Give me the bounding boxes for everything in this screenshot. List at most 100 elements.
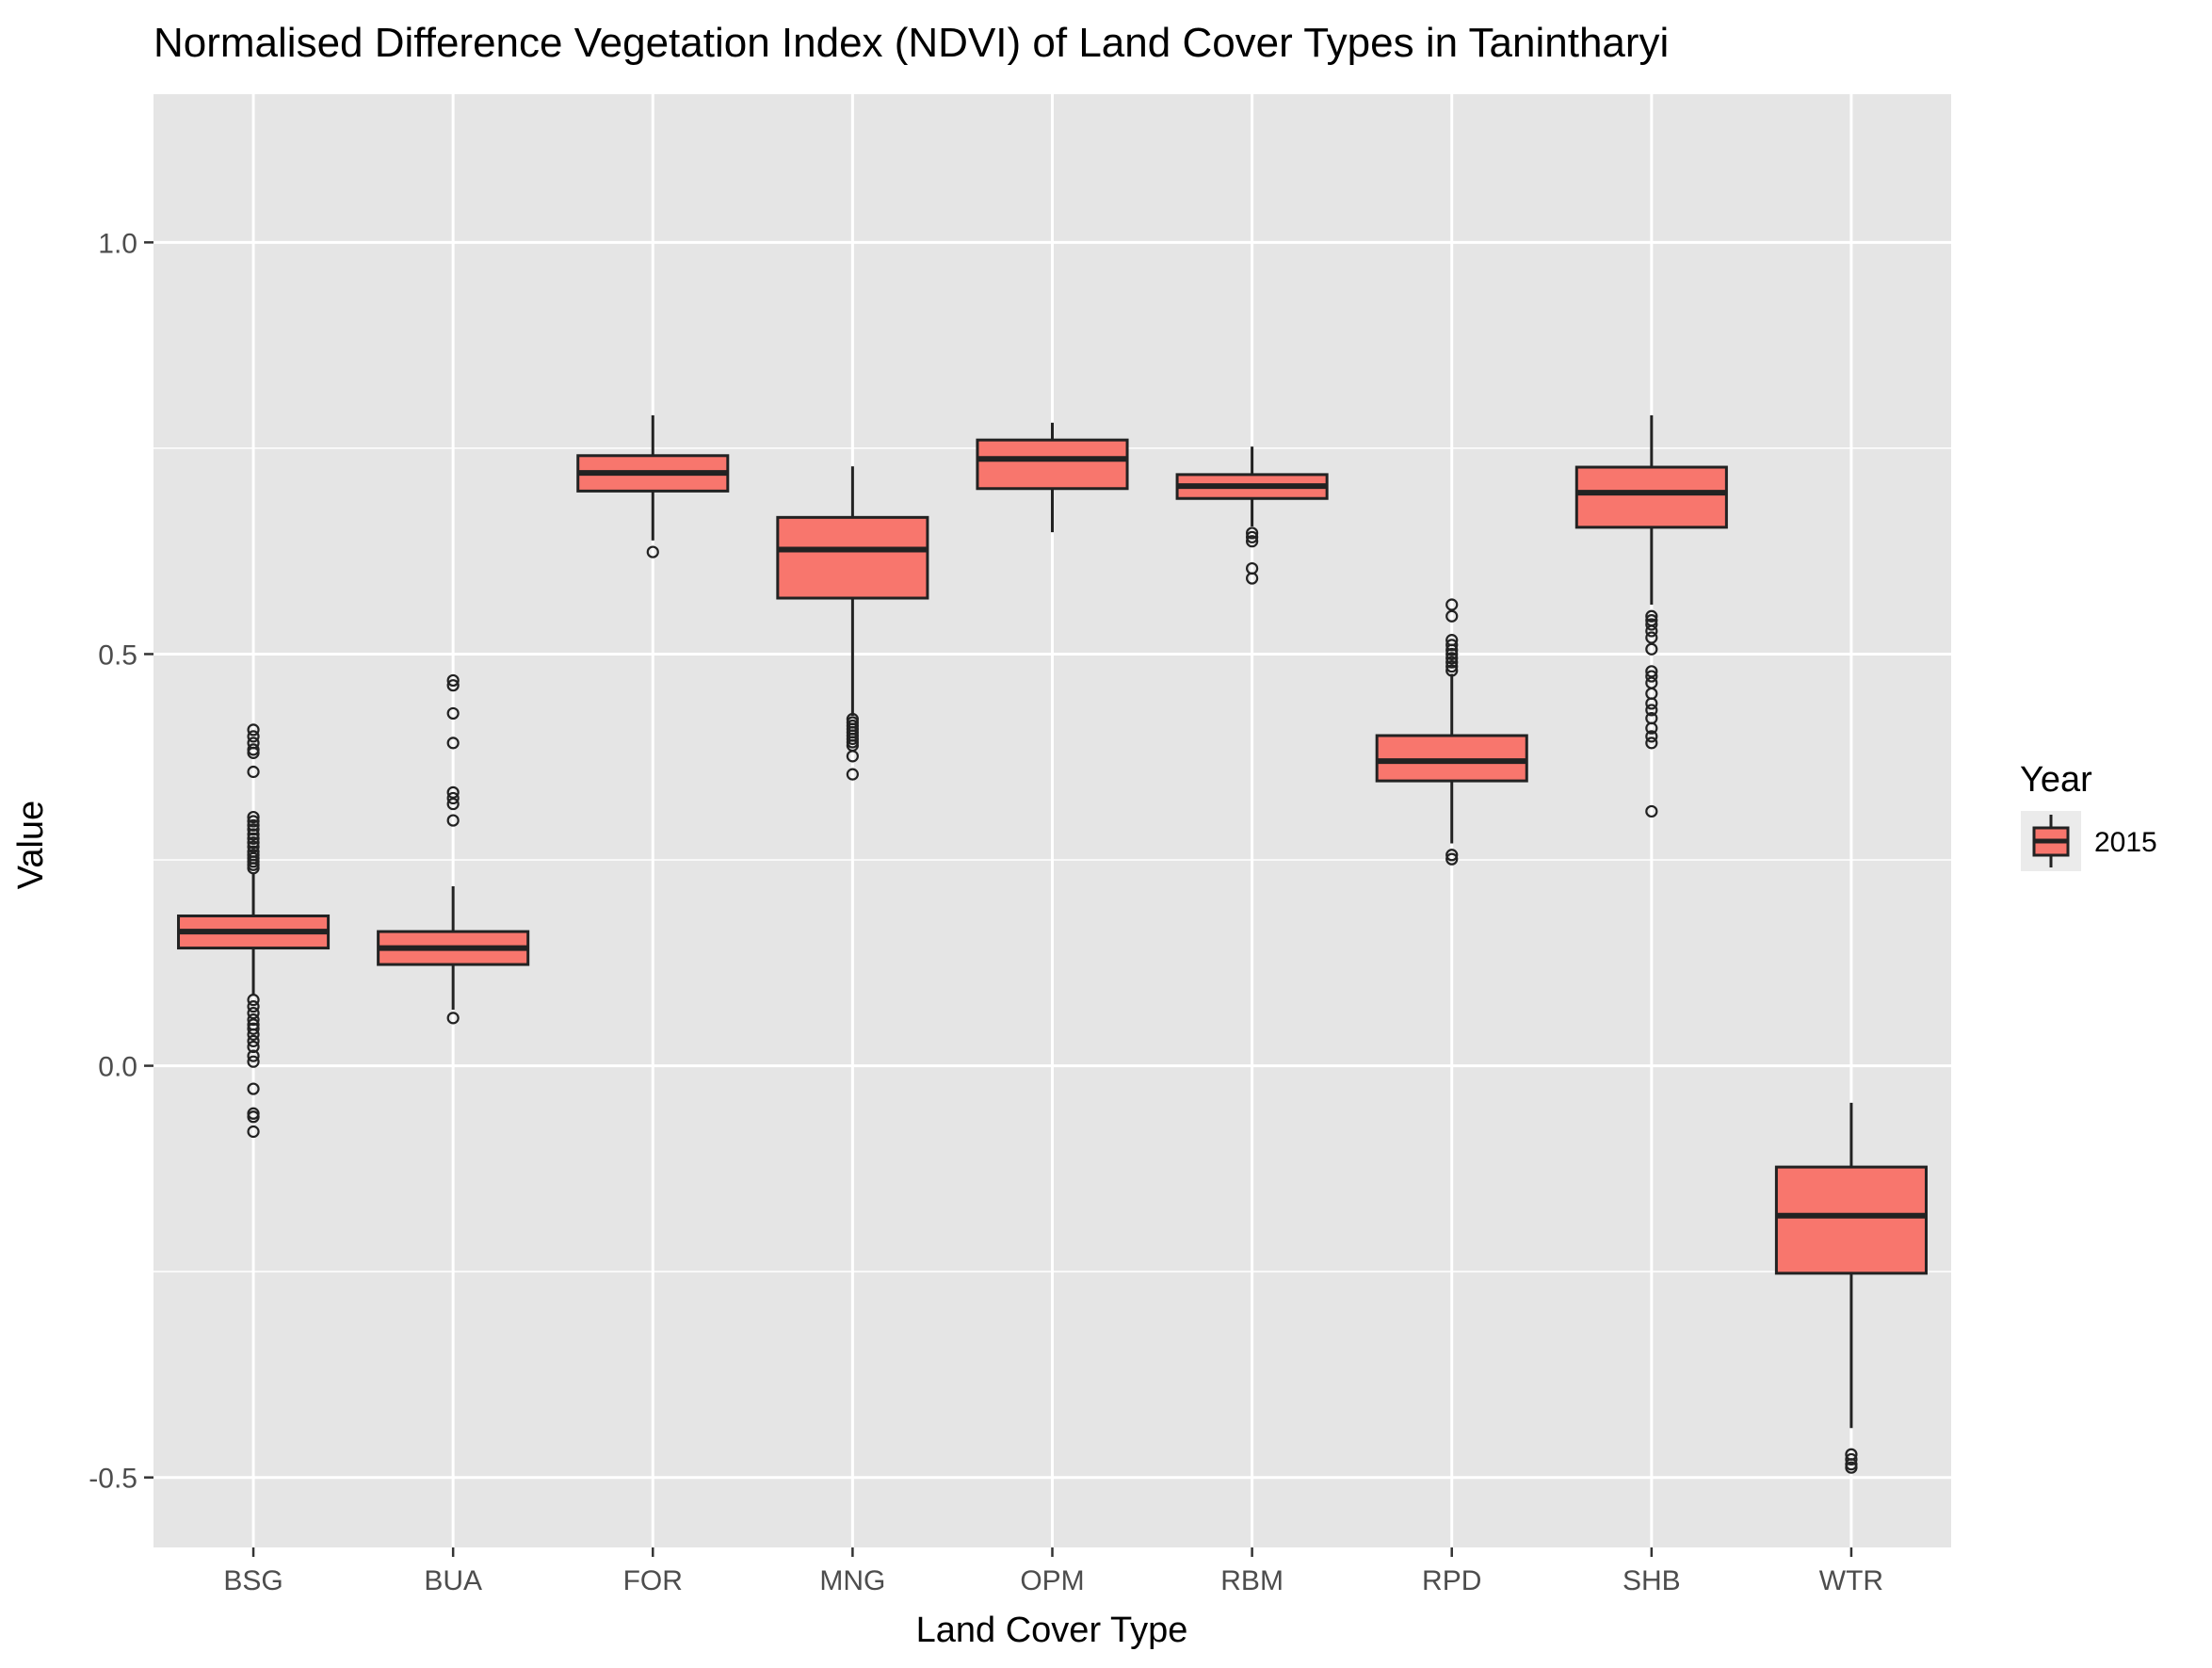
outlier-point	[247, 765, 260, 779]
boxes	[177, 414, 1928, 1474]
chart-title: Normalised Difference Vegetation Index (…	[153, 20, 1669, 66]
outlier-point	[1645, 642, 1658, 656]
outlier-point	[247, 1013, 260, 1027]
outlier-point	[446, 785, 460, 799]
y-axis-title: Value	[11, 801, 51, 889]
outlier-point	[1645, 631, 1658, 644]
outlier-point	[446, 679, 460, 692]
box-mng	[776, 466, 929, 781]
outlier-point	[446, 706, 460, 721]
x-tick-label-opm: OPM	[1020, 1565, 1084, 1596]
outlier-point	[1645, 721, 1658, 735]
outlier-point	[1645, 609, 1658, 623]
box-rbm	[1175, 446, 1329, 585]
x-tick-label-mng: MNG	[819, 1565, 885, 1596]
outlier-point	[446, 737, 460, 750]
outlier-point	[247, 840, 260, 853]
y-axis-ticks: -0.5 0.0 0.5 1.0	[89, 228, 153, 1495]
outlier-point	[247, 1125, 260, 1139]
outlier-point	[1246, 526, 1259, 540]
outlier-point	[446, 673, 460, 688]
x-tick-label-bua: BUA	[424, 1565, 482, 1596]
outlier-point	[1645, 737, 1658, 750]
x-tick-label-bsg: BSG	[223, 1565, 283, 1596]
box-bsg	[177, 723, 331, 1139]
outlier-point	[1445, 852, 1459, 866]
outlier-point	[247, 810, 260, 824]
outlier-point	[1645, 730, 1658, 743]
outlier-point	[247, 723, 260, 737]
x-axis-ticks: BSG BUA FOR MNG OPM RBM RPD SHB WTR	[223, 1547, 1883, 1596]
outlier-point	[247, 1040, 260, 1054]
outlier-point	[446, 791, 460, 805]
outlier-point	[1645, 704, 1658, 717]
outlier-point	[846, 750, 859, 763]
outlier-point	[1445, 656, 1459, 669]
x-axis-title: Land Cover Type	[916, 1611, 1188, 1650]
outlier-point	[247, 1000, 260, 1013]
outlier-point	[247, 815, 260, 828]
x-tick-label-rpd: RPD	[1422, 1565, 1481, 1596]
outlier-point	[247, 823, 260, 836]
outlier-point	[1645, 670, 1658, 683]
outlier-point	[247, 1007, 260, 1020]
outlier-point	[1645, 697, 1658, 710]
outlier-point	[1445, 598, 1459, 611]
y-tick-label: 0.0	[98, 1052, 137, 1083]
y-tick-label: 1.0	[98, 228, 137, 259]
outlier-point	[846, 768, 859, 781]
outlier-point	[1445, 664, 1459, 677]
outlier-point	[247, 832, 260, 845]
outlier-point	[446, 797, 460, 811]
x-tick-label-for: FOR	[623, 1565, 683, 1596]
outlier-point	[646, 545, 659, 559]
legend-label-2015: 2015	[2094, 827, 2157, 858]
outlier-point	[247, 862, 260, 875]
iqr-box	[976, 438, 1129, 491]
outlier-point	[1246, 530, 1259, 543]
box-bua	[377, 673, 530, 1025]
outlier-point	[1845, 1452, 1858, 1466]
box-wtr	[1774, 1102, 1928, 1474]
outlier-point	[247, 730, 260, 743]
outlier-point	[247, 1049, 260, 1062]
outlier-point	[1246, 535, 1259, 548]
outlier-point	[247, 1055, 260, 1068]
outlier-point	[247, 1022, 260, 1035]
outlier-point	[247, 994, 260, 1007]
x-tick-label-rbm: RBM	[1220, 1565, 1284, 1596]
outlier-point	[1445, 609, 1459, 623]
outlier-point	[1445, 659, 1459, 673]
iqr-box	[1774, 1165, 1928, 1275]
outlier-point	[1445, 849, 1459, 862]
outlier-point	[1645, 665, 1658, 678]
outlier-point	[1445, 647, 1459, 661]
outlier-point	[1445, 643, 1459, 656]
iqr-box	[1375, 734, 1528, 783]
outlier-point	[247, 828, 260, 841]
y-tick-label: 0.5	[98, 640, 137, 671]
outlier-point	[247, 1028, 260, 1041]
outlier-point	[1645, 624, 1658, 638]
box-opm	[976, 422, 1129, 533]
legend: Year 2015	[2020, 760, 2157, 871]
outlier-point	[247, 1082, 260, 1095]
outlier-point	[446, 1012, 460, 1025]
box-shb	[1574, 414, 1728, 818]
outlier-point	[247, 818, 260, 832]
outlier-point	[1246, 572, 1259, 585]
outlier-point	[247, 1110, 260, 1124]
iqr-box	[1574, 465, 1728, 529]
box-rpd	[1375, 598, 1528, 866]
x-tick-label-wtr: WTR	[1819, 1565, 1883, 1596]
box-for	[576, 414, 730, 559]
outlier-point	[1845, 1461, 1858, 1474]
outlier-point	[1645, 804, 1658, 818]
outlier-point	[446, 814, 460, 827]
y-tick-label: -0.5	[89, 1464, 137, 1495]
iqr-box	[776, 515, 929, 600]
outlier-point	[1445, 652, 1459, 665]
outlier-point	[1645, 618, 1658, 631]
outlier-point	[1445, 639, 1459, 652]
